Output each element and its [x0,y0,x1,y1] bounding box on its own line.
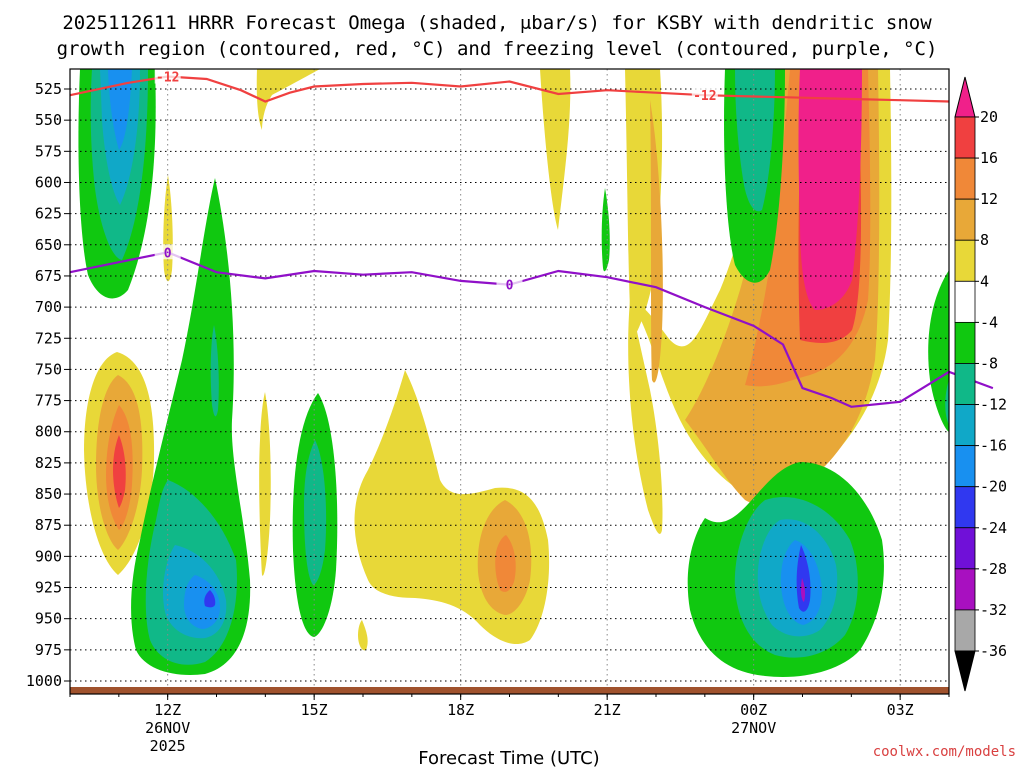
colorbar-bin [954,609,976,652]
x-tick-label: 27NOV [731,719,776,737]
y-tick-label: 750 [35,360,62,378]
colorbar-bin [954,486,976,529]
dendritic-growth-contour [69,75,950,103]
y-tick-label: 850 [35,485,62,503]
colorbar-bin [954,568,976,611]
omega-region-navy [796,545,811,612]
omega-region-green [601,188,610,272]
colorbar-bin [954,527,976,570]
omega-region-teal [210,325,219,417]
colorbar-tick-label: 20 [980,108,998,126]
x-tick-label: 12Z [154,701,181,719]
dendritic-contour-label-bg [154,68,181,84]
y-tick-label: 700 [35,298,62,316]
y-tick-label: 575 [35,142,62,160]
x-axis-label: Forecast Time (UTC) [418,748,599,768]
y-tick-label: 925 [35,579,62,597]
y-tick-label: 1000 [26,672,62,690]
y-tick-label: 525 [35,80,62,98]
omega-shading [78,69,949,677]
omega-region-yellow [256,69,320,130]
x-tick-label: 26NOV [145,719,190,737]
y-tick-label: 550 [35,111,62,129]
colorbar-tick-label: 12 [980,190,998,208]
dendritic-contour-label: -12 [156,71,179,86]
omega-region-red [113,435,126,508]
omega-region-teal [945,380,949,425]
y-tick-label: 875 [35,516,62,534]
colorbar-bin [954,321,976,364]
colorbar: 20 16 12 8 4 -4 -8 -12 -16 -20 -24 -28 -32 -36 [954,76,1007,692]
omega-region-goldenrod [650,100,663,383]
y-tick-label: 775 [35,392,62,410]
colorbar-bin [954,280,976,323]
credit-text: coolwx.com/models [873,744,1016,760]
x-tick-label: 15Z [301,701,328,719]
colorbar-bin [954,404,976,447]
gridlines [70,69,949,694]
omega-region-teal [735,69,775,212]
colorbar-tick-label: 4 [980,272,989,290]
omega-region-magenta [798,69,862,310]
colorbar-bin [954,198,976,241]
chart-title-line2: growth region (contoured, red, °C) and f… [57,38,938,60]
freezing-contour-label: 0 [506,279,514,294]
terrain-ground [70,687,949,694]
x-tick-label: 2025 [150,737,186,755]
y-tick-label: 825 [35,454,62,472]
y-tick-label: 725 [35,329,62,347]
colorbar-bin [954,157,976,200]
y-tick-label: 675 [35,267,62,285]
dendritic-contour-label: -12 [693,89,716,104]
omega-region-orange [495,535,516,592]
omega-region-yellow [259,392,271,576]
y-tick-label: 800 [35,423,62,441]
x-tick-label: 18Z [447,701,474,719]
colorbar-tick-label: -36 [980,642,1007,660]
omega-region-navy [204,590,216,608]
chart-title-line1: 2025112611 HRRR Forecast Omega (shaded, … [62,12,932,34]
colorbar-bin [954,239,976,282]
freezing-contour-label: 0 [164,246,172,261]
dendritic-contour-label-bg [691,87,718,103]
y-tick-label: 950 [35,610,62,628]
freezing-contour-label-bg [154,244,181,260]
omega-region-purple [800,578,806,602]
omega-region-green [928,270,949,432]
y-tick-label: 650 [35,236,62,254]
y-tick-label: 625 [35,205,62,223]
y-tick-label: 600 [35,173,62,191]
colorbar-tick-label: -12 [980,396,1007,414]
y-axis: 525 550 575 600 625 650 675 700 725 750 775 800 825 8… [26,80,70,690]
colorbar-tick-label: -24 [980,519,1007,537]
colorbar-tick-label: -32 [980,601,1007,619]
colorbar-tick-label: -8 [980,354,998,372]
colorbar-tick-label: 16 [980,149,998,167]
omega-region-yellow [358,620,368,651]
colorbar-bin [954,445,976,488]
x-tick-label: 00Z [740,701,767,719]
colorbar-bin [954,363,976,405]
y-tick-label: 900 [35,547,62,565]
colorbar-tick-label: -4 [980,313,998,331]
colorbar-top-arrow [954,76,976,118]
y-tick-label: 975 [35,641,62,659]
omega-region-yellow [540,69,571,230]
omega-region-teal [304,440,327,585]
colorbar-tick-label: 8 [980,231,989,249]
x-tick-label: 03Z [887,701,914,719]
colorbar-tick-label: -20 [980,478,1007,496]
freezing-contour-label-bg [496,276,523,292]
contour-labels: -12 -12 0 0 [154,68,718,294]
plot-area: -12 -12 0 0 [69,68,994,695]
colorbar-tick-label: -28 [980,560,1007,578]
freezing-level-contour [69,251,994,408]
colorbar-bottom-arrow [954,650,976,692]
colorbar-bin [954,116,976,159]
omega-region-blue [184,575,220,629]
colorbar-tick-label: -16 [980,437,1007,455]
x-tick-label: 21Z [594,701,621,719]
